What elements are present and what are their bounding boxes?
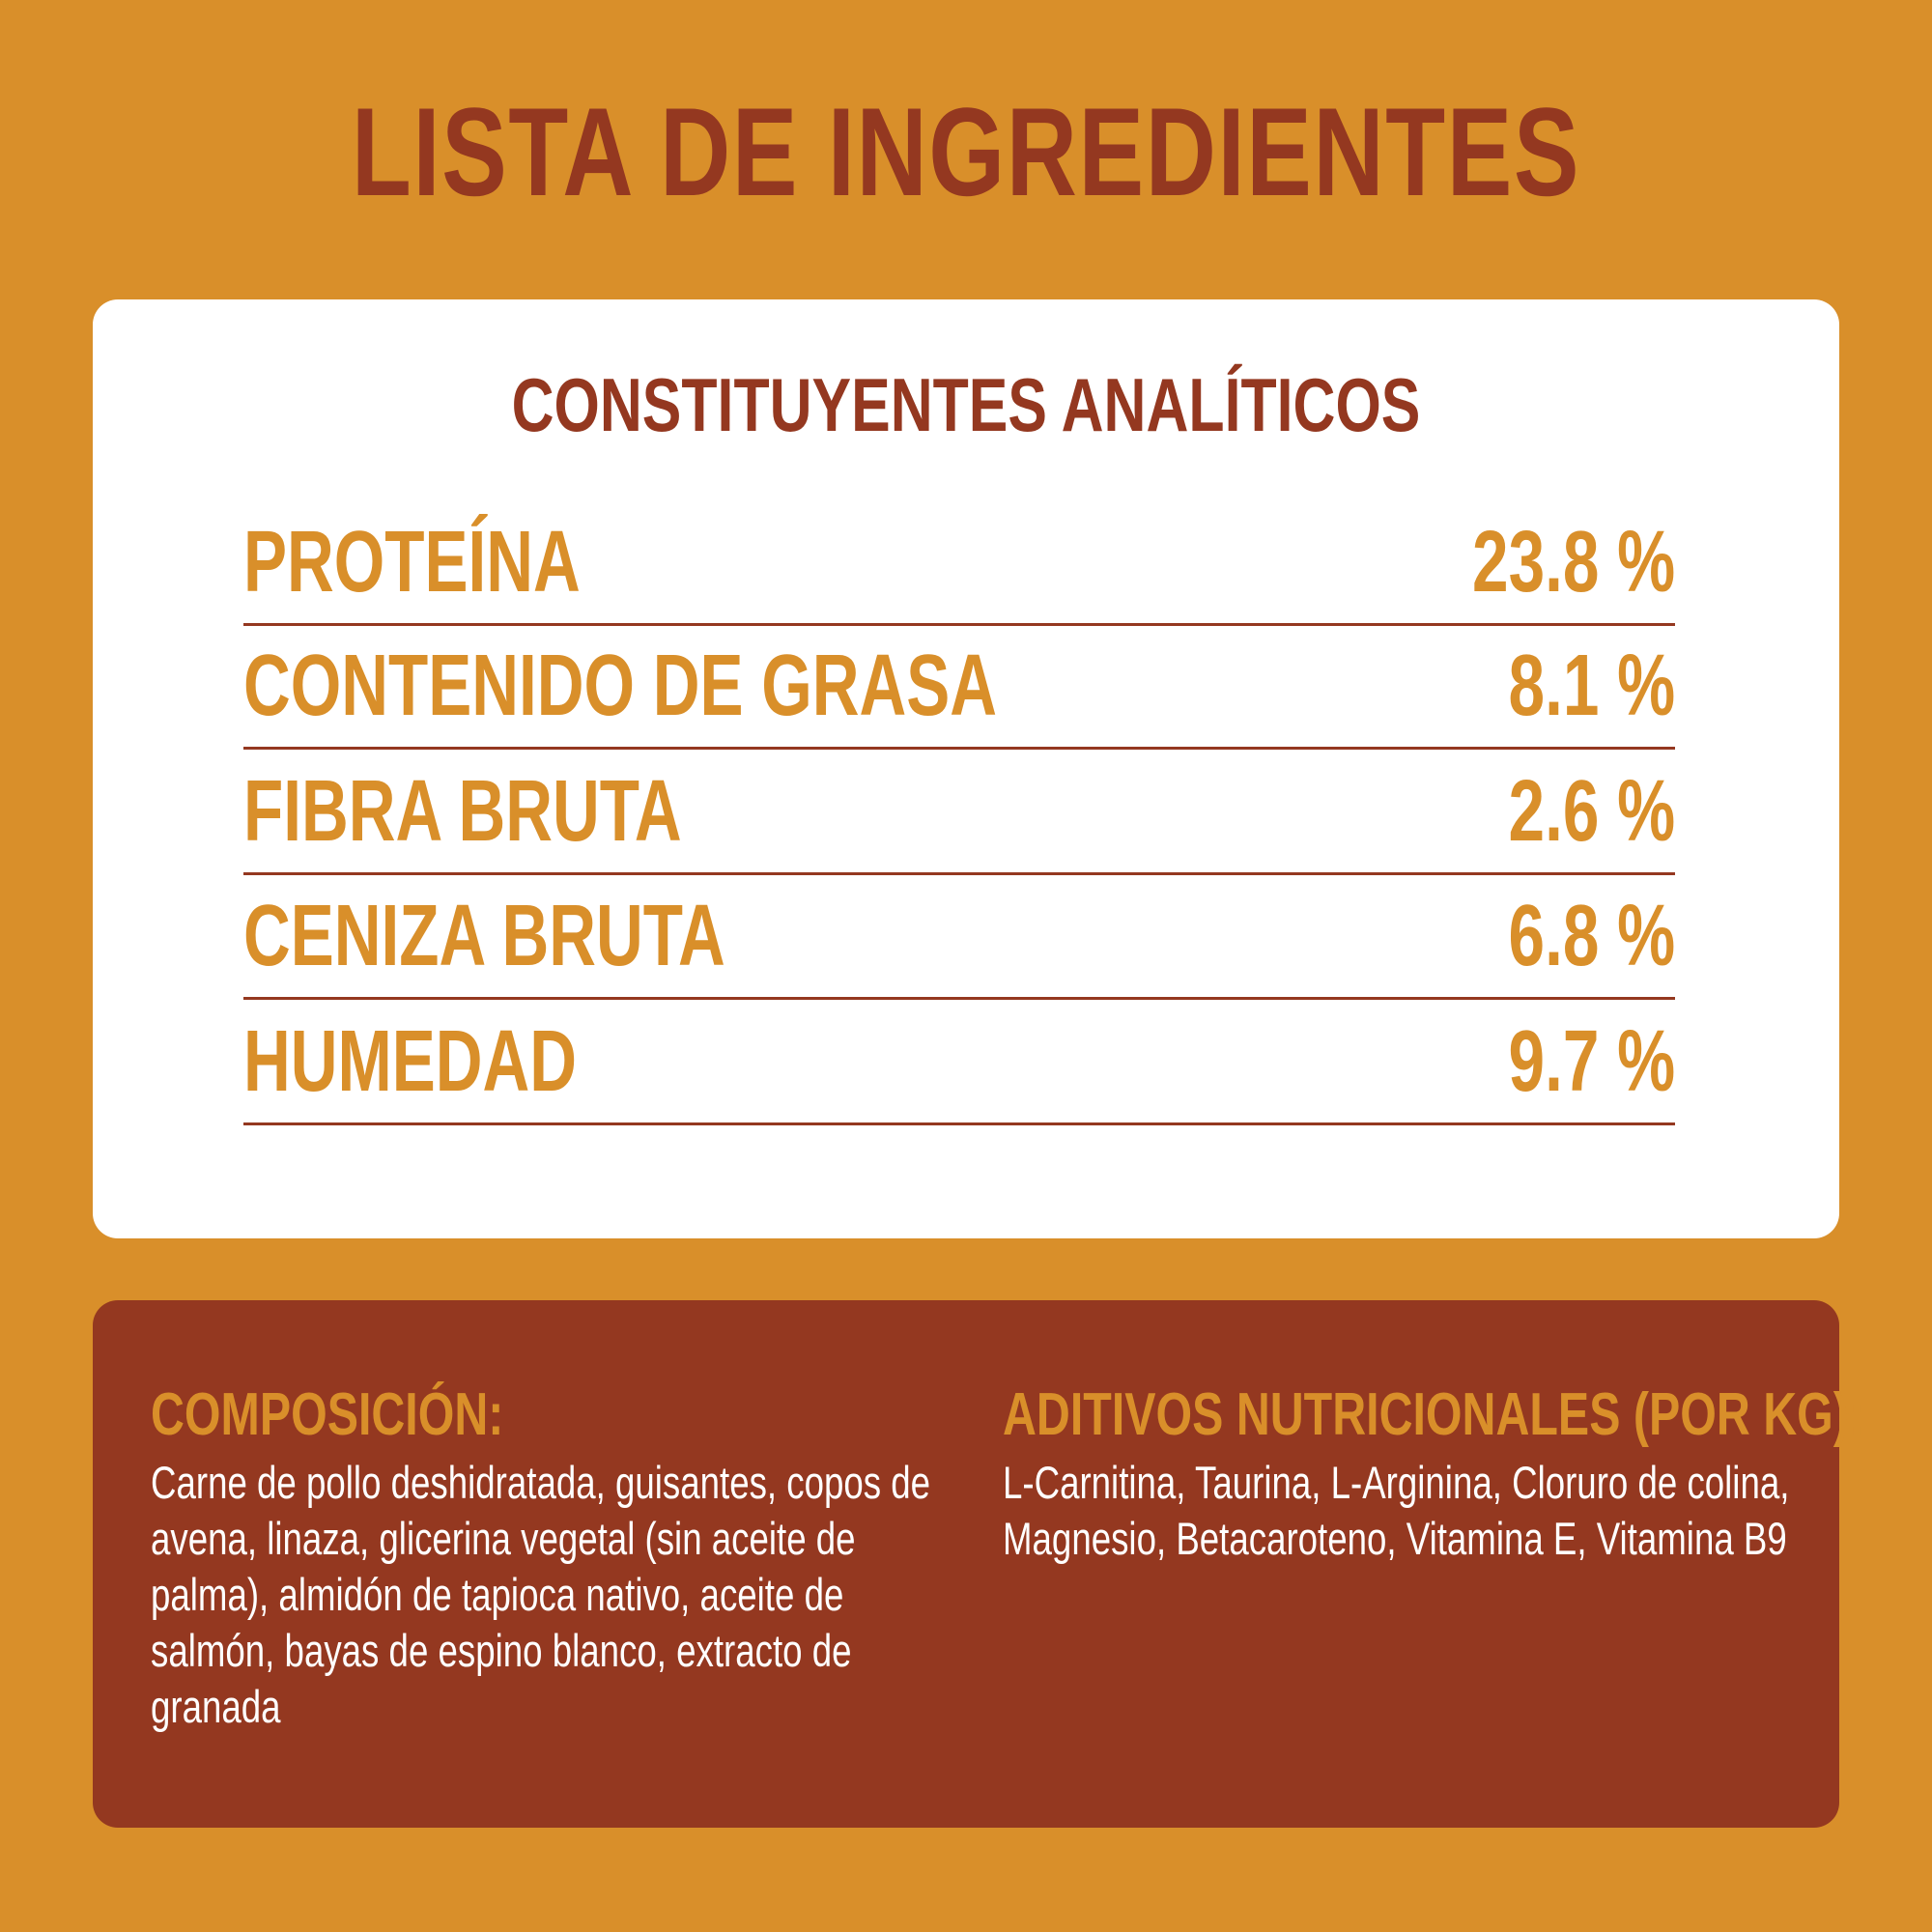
composition-text: Carne de pollo deshidratada, guisantes, … bbox=[151, 1457, 931, 1732]
analytic-row-value: 6.8 % bbox=[1508, 888, 1675, 984]
analytic-row-fibre: FIBRA BRUTA 2.6 % bbox=[243, 752, 1675, 875]
analytic-row-label: HUMEDAD bbox=[243, 1013, 577, 1110]
analytic-constituents-panel: CONSTITUYENTES ANALÍTICOS PROTEÍNA 23.8 … bbox=[93, 299, 1839, 1238]
additives-heading: ADITIVOS NUTRICIONALES (POR KG): bbox=[1003, 1381, 1864, 1448]
composition-heading: COMPOSICIÓN: bbox=[151, 1381, 504, 1448]
analytic-row-value: 8.1 % bbox=[1508, 638, 1675, 734]
analytic-row-value: 9.7 % bbox=[1508, 1013, 1675, 1110]
analytic-constituents-heading: CONSTITUYENTES ANALÍTICOS bbox=[511, 362, 1421, 447]
analytic-row-label: CENIZA BRUTA bbox=[243, 888, 725, 984]
page-title: LISTA DE INGREDIENTES bbox=[351, 81, 1581, 222]
composition-column: COMPOSICIÓN: Carne de pollo deshidratada… bbox=[151, 1385, 943, 1735]
additives-text: L-Carnitina, Taurina, L-Arginina, Clorur… bbox=[1003, 1457, 1790, 1564]
analytic-row-moisture: HUMEDAD 9.7 % bbox=[243, 1002, 1675, 1125]
analytic-row-value: 2.6 % bbox=[1508, 763, 1675, 860]
analytic-row-label: FIBRA BRUTA bbox=[243, 763, 682, 860]
analytic-row-ash: CENIZA BRUTA 6.8 % bbox=[243, 876, 1675, 1000]
analytic-row-value: 23.8 % bbox=[1471, 514, 1675, 611]
analytic-row-fat: CONTENIDO DE GRASA 8.1 % bbox=[243, 626, 1675, 750]
additives-column: ADITIVOS NUTRICIONALES (POR KG): L-Carni… bbox=[1003, 1381, 1864, 1567]
analytic-row-label: PROTEÍNA bbox=[243, 514, 581, 611]
analytic-row-label: CONTENIDO DE GRASA bbox=[243, 638, 998, 734]
analytic-row-protein: PROTEÍNA 23.8 % bbox=[243, 502, 1675, 626]
composition-panel: COMPOSICIÓN: Carne de pollo deshidratada… bbox=[93, 1300, 1864, 1828]
